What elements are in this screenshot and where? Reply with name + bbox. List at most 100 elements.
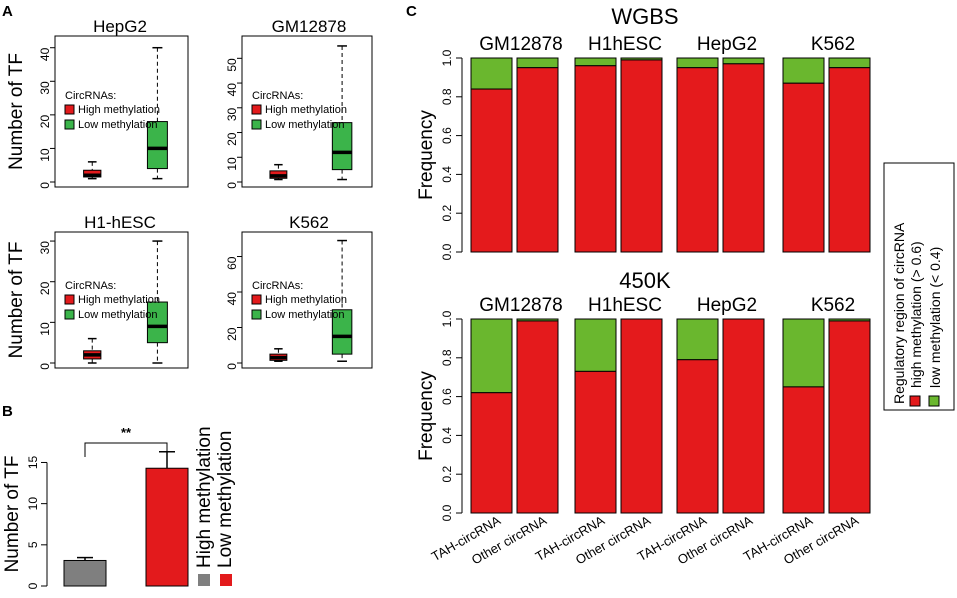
y-axis-label: Frequency [416, 110, 437, 200]
chart-title: HepG2 [93, 17, 147, 36]
bar-low-segment [782, 318, 825, 388]
legend-swatch [64, 309, 75, 320]
bar-low-segment [470, 57, 513, 90]
plot-frame [241, 231, 373, 369]
y-tick-label: 0.8 [440, 349, 454, 366]
chart-title: K562 [289, 213, 329, 232]
stacked-chart-C-450K: 450KFrequency0.00.20.40.60.81.0GM12878TA… [416, 268, 871, 567]
legend-label: High methylation [78, 104, 160, 116]
y-tick-label: 0.0 [440, 504, 454, 521]
bar-high-segment [828, 67, 871, 253]
y-tick-label: 30 [38, 81, 52, 95]
y-tick-label: 10 [26, 497, 40, 511]
bar-high-segment [516, 320, 559, 514]
legend-swatch [251, 294, 262, 305]
y-tick-label: 20 [38, 281, 52, 295]
bar-high-segment [722, 318, 765, 514]
y-tick-label: 30 [225, 107, 239, 121]
box-chart-A3: H1-hESC Number of TF 0 10 20 30 CircRNAs: High … [6, 213, 189, 370]
legend-c-high-swatch [909, 395, 921, 407]
bar-high-segment [574, 370, 617, 514]
y-tick-label: 0 [38, 363, 52, 370]
legend-label: Low methylation [265, 119, 345, 131]
bar-high-segment [676, 67, 719, 253]
y-tick-label: 10 [38, 148, 52, 162]
y-tick-label: 40 [225, 83, 239, 97]
bar-low-segment [516, 57, 559, 69]
bar-high-segment [676, 359, 719, 514]
y-tick-label: 20 [38, 115, 52, 129]
y-tick-label: 20 [225, 327, 239, 341]
plot-frame [241, 35, 373, 188]
y-tick-label: 40 [38, 47, 52, 61]
y-tick-label: 30 [38, 241, 52, 255]
box-chart-A1: HepG2 Number of TF 0 10 20 30 40 CircRNAs: High … [6, 17, 189, 189]
y-tick-label: 0.8 [440, 88, 454, 105]
group-label: H1hESC [588, 295, 662, 316]
category-swatch-high [198, 574, 210, 586]
y-tick-label: 0 [225, 363, 239, 370]
legend-title: CircRNAs: [65, 280, 116, 292]
bar-low-segment [574, 318, 617, 372]
y-tick-label: 15 [26, 455, 40, 469]
group-label: HepG2 [697, 295, 757, 316]
group-label: K562 [811, 34, 855, 55]
legend-swatch [251, 309, 262, 320]
bar-low-segment [828, 57, 871, 69]
bar-high-segment [620, 59, 663, 253]
plot-frame [54, 35, 189, 188]
legend-swatch [64, 119, 75, 130]
bar-high-segment [516, 67, 559, 253]
bar-low [145, 467, 189, 587]
legend-label: Low methylation [78, 119, 158, 131]
legend-title: CircRNAs: [65, 90, 116, 102]
y-axis-label: Number of TF [2, 456, 23, 573]
y-tick-label: 0.0 [440, 243, 454, 260]
bar-low-segment [574, 57, 617, 67]
y-axis-label: Number of TF [6, 53, 27, 170]
y-tick-label: 0 [26, 582, 40, 589]
legend-label: High methylation [78, 294, 160, 306]
bar-low-segment [676, 57, 719, 69]
bar-low-segment [676, 318, 719, 361]
y-tick-label: 5 [26, 541, 40, 548]
plot-frame [54, 231, 189, 369]
legend-c: Regulatory region of circRNA high methyl… [883, 162, 955, 411]
y-tick-label: 10 [38, 322, 52, 336]
y-tick-label: 1.0 [440, 310, 454, 327]
category-swatch-low [220, 574, 232, 586]
y-tick-label: 0.2 [440, 205, 454, 222]
bar-low-segment [782, 57, 825, 84]
bar-high-segment [782, 386, 825, 514]
stacked-chart-C-WGBS: WGBS Frequency 0.0 0.2 0.4 0.6 0.8 1.0 GM12878 H1… [416, 4, 871, 260]
legend-title: CircRNAs: [252, 90, 303, 102]
chart-title: H1-hESC [84, 213, 156, 232]
box-low [146, 121, 168, 170]
group-label: GM12878 [479, 295, 562, 316]
chart-title: WGBS [611, 4, 678, 29]
bar-high-segment [470, 88, 513, 253]
legend-swatch [251, 104, 262, 115]
category-label-low: Low methylation [215, 431, 236, 568]
bar-low-segment [722, 57, 765, 65]
category-label-high: High methylation [194, 426, 215, 568]
chart-title: GM12878 [272, 17, 347, 36]
y-tick-label: 0.4 [440, 427, 454, 444]
legend-label: High methylation [265, 104, 347, 116]
chart-title: 450K [619, 268, 671, 293]
bar-high-segment [470, 392, 513, 514]
legend-swatch [64, 294, 75, 305]
significance-bracket [84, 442, 168, 457]
group-label: HepG2 [697, 34, 757, 55]
legend-c-frame [883, 162, 955, 411]
y-tick-label: 60 [225, 256, 239, 270]
box-low [331, 309, 353, 355]
significance-label: ** [121, 425, 132, 440]
bar-high-segment [620, 318, 663, 514]
box-low [146, 301, 168, 344]
legend-title: CircRNAs: [252, 280, 303, 292]
legend-c-title: Regulatory region of circRNA [891, 222, 907, 404]
y-tick-label: 0.4 [440, 166, 454, 183]
